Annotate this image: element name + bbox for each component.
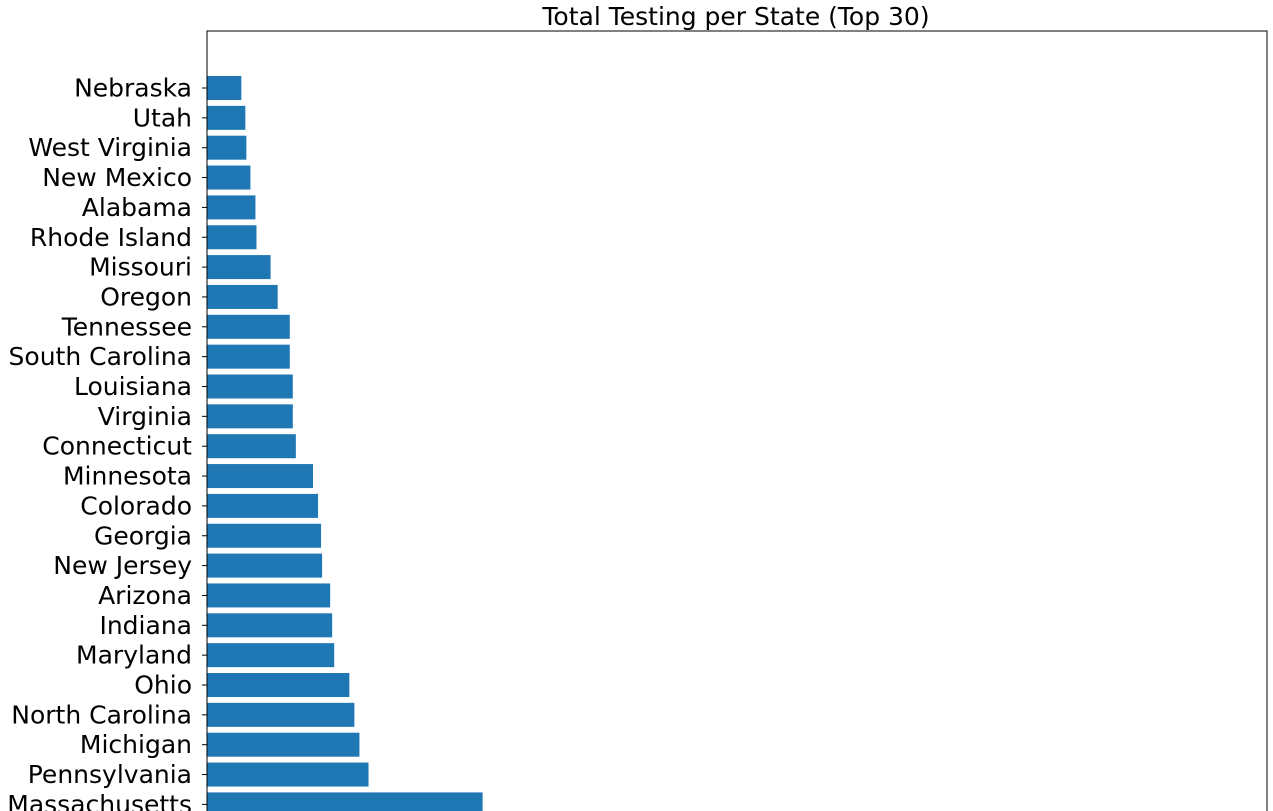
y-tick-label-alabama: Alabama	[82, 193, 192, 222]
bar-utah	[207, 105, 246, 130]
y-tick-label-minnesota: Minnesota	[63, 462, 192, 491]
bar-georgia	[207, 523, 322, 548]
bar-nebraska	[207, 76, 242, 100]
y-tick-label-pennsylvania: Pennsylvania	[28, 760, 192, 789]
y-tick-label-new-mexico: New Mexico	[42, 163, 192, 192]
axes-frame	[206, 30, 1268, 811]
y-tick-label-arizona: Arizona	[98, 581, 192, 610]
y-tick-label-virginia: Virginia	[98, 402, 192, 431]
bars-group	[207, 76, 483, 811]
y-tick-label-utah: Utah	[133, 103, 192, 132]
bar-alabama	[207, 195, 256, 220]
y-tick-label-colorado: Colorado	[80, 491, 192, 520]
y-axis-ticks	[202, 87, 207, 805]
bar-ohio	[207, 673, 350, 697]
bar-rhode-island	[207, 225, 257, 250]
bar-maryland	[207, 643, 335, 668]
y-tick-label-louisiana: Louisiana	[74, 372, 192, 401]
bar-colorado	[207, 493, 319, 518]
bar-minnesota	[207, 464, 313, 489]
y-tick-label-oregon: Oregon	[100, 282, 192, 311]
y-tick-label-new-jersey: New Jersey	[53, 551, 192, 580]
y-tick-label-north-carolina: North Carolina	[11, 700, 192, 729]
bar-north-carolina	[207, 702, 355, 727]
bar-connecticut	[207, 434, 296, 459]
y-tick-label-rhode-island: Rhode Island	[30, 223, 192, 252]
bar-louisiana	[207, 374, 293, 399]
bar-arizona	[207, 583, 331, 608]
y-tick-label-massachusetts: Massachusetts	[7, 790, 192, 811]
chart-title: Total Testing per State (Top 30)	[541, 2, 929, 31]
bar-west-virginia	[207, 135, 247, 160]
bar-new-mexico	[207, 165, 251, 190]
bar-new-jersey	[207, 553, 323, 578]
y-tick-label-indiana: Indiana	[99, 611, 192, 640]
bar-pennsylvania	[207, 762, 369, 787]
y-tick-label-missouri: Missouri	[89, 253, 192, 282]
y-tick-label-west-virginia: West Virginia	[28, 133, 192, 162]
y-tick-label-connecticut: Connecticut	[42, 432, 192, 461]
bar-massachusetts	[207, 792, 483, 811]
y-tick-label-michigan: Michigan	[80, 730, 192, 759]
bar-oregon	[207, 284, 278, 309]
bar-south-carolina	[207, 344, 290, 369]
bar-michigan	[207, 732, 360, 757]
bar-missouri	[207, 255, 271, 280]
y-tick-label-nebraska: Nebraska	[74, 74, 192, 103]
y-tick-label-georgia: Georgia	[94, 521, 192, 550]
y-tick-label-south-carolina: South Carolina	[9, 342, 192, 371]
bar-virginia	[207, 404, 293, 429]
bar-tennessee	[207, 314, 290, 339]
bar-indiana	[207, 613, 333, 638]
y-tick-label-tennessee: Tennessee	[61, 312, 192, 341]
y-tick-label-ohio: Ohio	[134, 671, 192, 700]
y-tick-label-maryland: Maryland	[76, 641, 192, 670]
